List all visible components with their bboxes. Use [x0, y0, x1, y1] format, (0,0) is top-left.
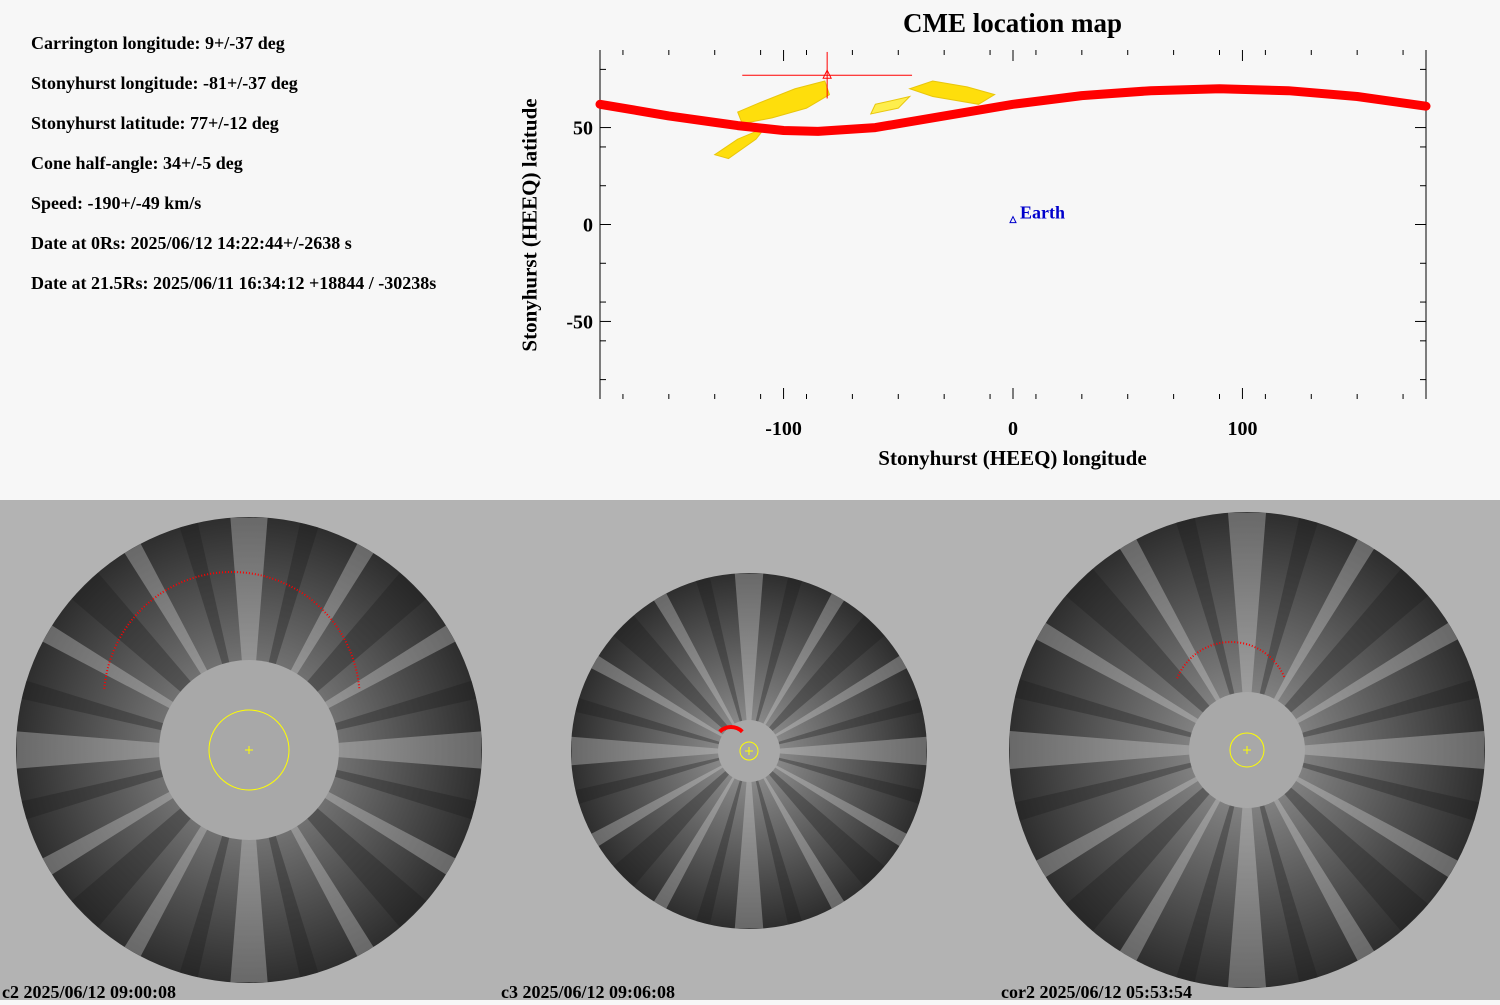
streamer-ray [1227, 512, 1267, 750]
streamer-ray [249, 731, 482, 769]
earth-marker [1009, 215, 1017, 224]
date-0rs-text: Date at 0Rs: 2025/06/12 14:22:44+/-2638 … [31, 233, 352, 253]
coronagraph-panels: c2 2025/06/12 09:00:08 c3 2025/06/12 09:… [0, 500, 1500, 1002]
chart-title: CME location map [903, 8, 1122, 38]
streamer-ray [1176, 750, 1247, 983]
y-tick-label: 50 [573, 118, 593, 140]
streamer-ray [1247, 750, 1429, 932]
streamer-ray [1119, 750, 1247, 961]
streamer-ray [230, 517, 268, 750]
x-axis-label: Stonyhurst (HEEQ) longitude [878, 446, 1147, 470]
streamer-ray [749, 751, 845, 909]
streamer-ray [1247, 539, 1375, 750]
streamer-ray [1247, 750, 1458, 878]
streamer-ray [575, 698, 749, 751]
cone-half-angle-text: Cone half-angle: 34+/-5 deg [31, 153, 243, 173]
x-tick-label: -100 [765, 418, 802, 440]
x-tick-label: 100 [1227, 418, 1257, 440]
streamer-ray [749, 593, 845, 751]
y-tick-label: -50 [566, 311, 593, 333]
speed-text: Speed: -190+/-49 km/s [31, 193, 202, 213]
earth-label: Earth [1020, 203, 1065, 223]
streamer-ray [1247, 679, 1480, 750]
streamer-ray [749, 751, 907, 847]
stonyhurst-latitude-text: Stonyhurst latitude: 77+/-12 deg [31, 113, 279, 133]
streamer-ray [1036, 622, 1247, 750]
streamer-ray [749, 577, 802, 751]
sun-outline [208, 709, 290, 791]
streamer-ray [571, 736, 749, 766]
streamer-ray [1065, 750, 1247, 932]
streamer-ray [734, 751, 764, 929]
coronagraph-panel [571, 573, 927, 929]
detected-region [908, 80, 996, 105]
streamer-ray [1065, 568, 1247, 750]
cme-front-arc [1176, 640, 1286, 679]
streamer-ray [613, 751, 749, 887]
streamer-ray [613, 615, 749, 751]
coronagraph-images [16, 512, 1485, 988]
cme-parameters: Carrington longitude: 9+/-37 deg Stonyhu… [31, 30, 436, 310]
panel-caption-c3: c3 2025/06/12 09:06:08 [501, 982, 675, 1002]
streamer-ray [1247, 750, 1318, 983]
carrington-longitude-text: Carrington longitude: 9+/-37 deg [31, 33, 285, 53]
cme-front-arc [103, 571, 361, 689]
streamer-ray [1119, 539, 1247, 750]
streamer-ray [653, 751, 749, 909]
streamer-ray [591, 655, 749, 751]
streamer-ray [1247, 730, 1485, 770]
stonyhurst-longitude-text: Stonyhurst longitude: -81+/-37 deg [31, 73, 298, 93]
streamer-ray [1176, 517, 1247, 750]
panel-caption-cor2: cor2 2025/06/12 05:53:54 [1001, 982, 1192, 1002]
y-tick-label: 0 [583, 215, 593, 237]
streamer-ray [749, 736, 927, 766]
streamer-ray [749, 615, 885, 751]
streamer-ray [1247, 750, 1480, 821]
streamer-ray [575, 751, 749, 804]
x-tick-label: 0 [1008, 418, 1018, 440]
detected-region [713, 127, 766, 160]
coronagraph-panel [16, 517, 482, 983]
streamer-ray [1009, 730, 1247, 770]
streamer-ray [749, 698, 923, 751]
streamer-ray [696, 751, 749, 925]
coronagraph-panel [1009, 512, 1485, 988]
streamer-ray [1227, 750, 1267, 988]
cme-front-arc [718, 725, 744, 734]
streamer-ray [749, 655, 907, 751]
streamer-ray [749, 751, 923, 804]
streamer-ray [749, 751, 802, 925]
cone-boundary-curve [595, 84, 1431, 136]
streamer-ray [1014, 679, 1247, 750]
streamer-ray [749, 751, 885, 887]
sun-outline [739, 741, 759, 761]
streamer-ray [1247, 750, 1375, 961]
streamer-ray [1014, 750, 1247, 821]
streamer-ray [1247, 568, 1429, 750]
detected-region [737, 80, 831, 125]
cme-location-map: -100 0 100 50 0 -50 Earth [566, 50, 1431, 440]
streamer-ray [653, 593, 749, 751]
streamer-ray [16, 731, 249, 769]
streamer-ray [1036, 750, 1247, 878]
streamer-ray [696, 577, 749, 751]
date-21-5rs-text: Date at 21.5Rs: 2025/06/11 16:34:12 +188… [31, 273, 437, 293]
streamer-ray [734, 573, 764, 751]
streamer-ray [230, 750, 268, 983]
fit-marker [822, 69, 832, 79]
streamer-ray [1247, 622, 1458, 750]
streamer-ray [591, 751, 749, 847]
streamer-ray [1247, 517, 1318, 750]
sun-outline [1229, 732, 1265, 768]
panel-caption-c2: c2 2025/06/12 09:00:08 [2, 982, 176, 1002]
detected-region [869, 95, 912, 115]
